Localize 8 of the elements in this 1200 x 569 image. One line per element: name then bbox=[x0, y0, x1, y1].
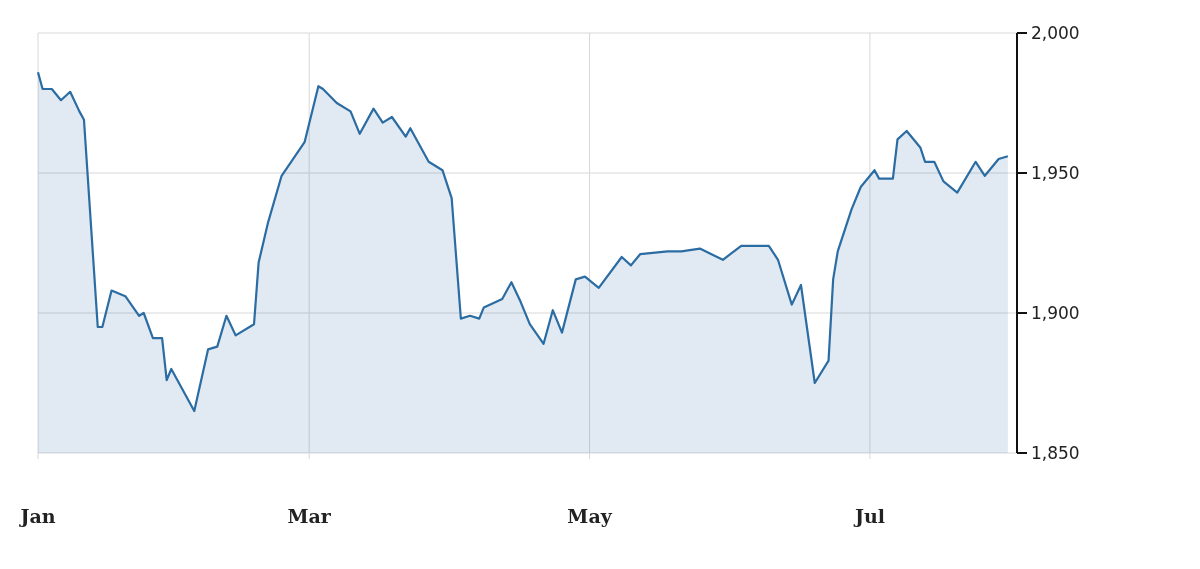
x-tick-label: Jul bbox=[852, 505, 885, 527]
y-tick-label: 2,000 bbox=[1031, 22, 1080, 43]
y-tick-label: 1,900 bbox=[1031, 302, 1080, 323]
y-tick-label: 1,850 bbox=[1031, 442, 1080, 463]
x-tick-label: May bbox=[567, 505, 613, 527]
x-tick-label: Jan bbox=[18, 505, 56, 527]
x-tick-label: Mar bbox=[287, 505, 332, 527]
y-tick-label: 1,950 bbox=[1031, 162, 1080, 183]
